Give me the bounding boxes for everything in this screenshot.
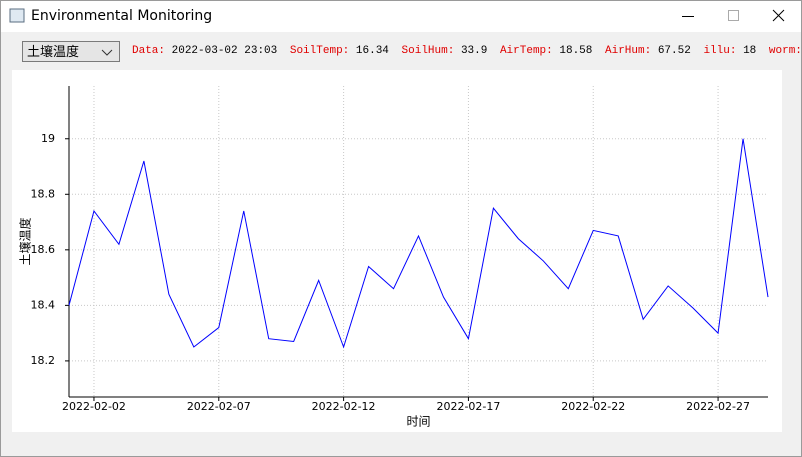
select-text: 土壤温度 [27,45,80,60]
app-icon [9,8,25,23]
status-value: 18 [743,45,757,57]
x-tick-label: 2022-02-07 [187,400,251,413]
y-tick-label: 18.2 [31,354,56,367]
status-label: SoilTemp: [289,45,350,57]
x-tick-label: 2022-02-12 [312,400,376,413]
x-axis-label: 时间 [406,415,430,429]
status-value: 67.52 [657,45,691,57]
dropdown-arrow [101,49,113,56]
window-title: Environmental Monitoring [31,8,213,24]
chart: 18.2 18.4 18.6 18.8 19 2022-02-02 2022-02-07 20… [12,70,782,432]
status-label: illu: [703,45,737,57]
close-button[interactable] [772,9,785,22]
x-tick-label: 2022-02-22 [561,400,625,413]
status-line: Data: 2022-03-02 23:03 SoilTemp: 16.34 S… [132,45,802,57]
maximize-button[interactable] [728,10,739,21]
x-tick-label: 2022-02-17 [436,400,500,413]
status-label: Data: [132,45,166,57]
status-label: SoilHum: [401,45,455,57]
status-value: 2022-03-02 23:03 [171,45,278,57]
data-line [68,138,769,349]
y-tick-label: 18.4 [31,298,56,311]
window-controls [9,8,785,23]
title-bar: Environmental Monitoring [1,1,801,32]
y-tick-label: 18.6 [31,243,56,256]
sensor-select[interactable]: 土壤温度 [22,41,120,62]
status-value: 33.9 [460,45,488,57]
x-tick-label: 2022-02-02 [62,400,126,413]
y-axis-label: 土壤温度 [18,217,33,265]
status-label: AirHum: [605,45,652,57]
y-tick-label: 18.8 [31,187,56,200]
x-tick-label: 2022-02-27 [686,400,750,413]
status-label: worm: [768,45,802,57]
status-value: 18.58 [559,45,593,57]
y-tick-label: 19 [41,132,55,145]
status-value: 16.34 [355,45,389,57]
status-label: AirTemp: [499,45,553,57]
